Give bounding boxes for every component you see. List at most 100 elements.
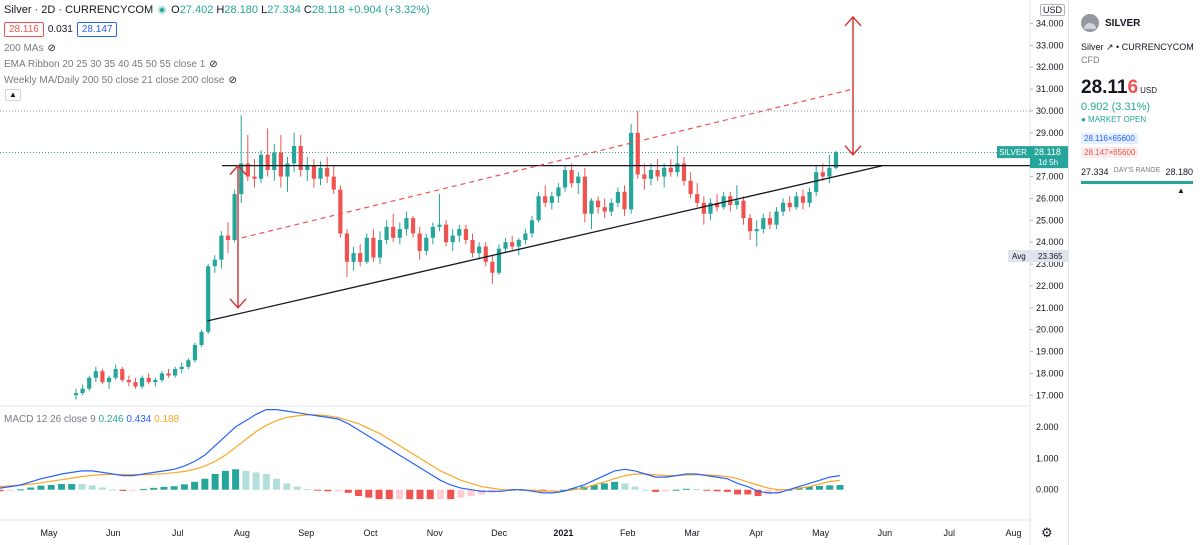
indicator-weekly-ma[interactable]: Weekly MA/Daily 200 50 close 21 close 20… (4, 75, 237, 86)
panel-bid[interactable]: 28.116×65600 (1081, 133, 1138, 144)
candle-body (225, 235, 231, 240)
macd-line (0, 409, 841, 494)
candle-body (186, 360, 191, 367)
candle-body (655, 170, 660, 177)
chart-area[interactable]: 34.00033.00032.00031.00030.00029.00028.0… (0, 0, 1068, 545)
candle-body (668, 167, 673, 173)
candle-body (404, 218, 409, 230)
hidden-eye-icon[interactable]: ⊘ (47, 43, 56, 54)
macd-histogram-bar (631, 486, 639, 490)
price-chart[interactable]: 34.00033.00032.00031.00030.00029.00028.0… (0, 0, 1068, 545)
measured-move-arrow-right-head-bottom (844, 145, 862, 156)
candle-body (747, 218, 753, 232)
spread-value: 0.031 (47, 24, 73, 35)
days-range-bar (1081, 181, 1193, 184)
candle-body (192, 344, 198, 361)
candle-body (483, 246, 488, 262)
price-tick-label: 26.000 (1036, 193, 1064, 203)
hidden-eye-icon[interactable]: ⊘ (228, 75, 237, 86)
avg-tag-value: 23.365 (1038, 252, 1063, 261)
candle-body (437, 224, 442, 227)
buy-price-button[interactable]: 28.147 (76, 22, 118, 37)
candle-body (443, 224, 449, 243)
macd-histogram-bar (68, 484, 76, 490)
chevron-up-icon[interactable]: ▲ (5, 89, 21, 101)
bid-ask-row: 28.116 0.031 28.147 (4, 22, 118, 37)
candle-body (767, 218, 773, 225)
candle-body (159, 373, 165, 380)
candle-body (510, 242, 515, 247)
macd-tick-label: 0.000 (1036, 485, 1059, 495)
candle-body (741, 200, 746, 219)
candle-body (807, 191, 812, 203)
candle-body (701, 202, 706, 214)
candle-body (457, 229, 462, 236)
time-axis-label: Nov (427, 528, 444, 538)
candle-body (199, 331, 204, 345)
price-tick-label: 29.000 (1036, 128, 1064, 138)
candle-body (714, 202, 720, 208)
macd-histogram-bar (662, 489, 670, 492)
macd-histogram-bar (447, 489, 455, 500)
candle-body (781, 202, 786, 212)
candle-body (562, 170, 568, 188)
price-tick-label: 22.000 (1036, 281, 1064, 291)
price-tick-label: 17.000 (1036, 390, 1064, 400)
time-axis-label: Mar (684, 528, 700, 538)
candle-body (113, 369, 118, 378)
macd-histogram-bar (621, 483, 629, 490)
range-marker-icon: ▲ (1177, 186, 1185, 195)
candle-body (272, 152, 277, 171)
candle-body (549, 196, 554, 203)
time-axis-label: Aug (1005, 528, 1021, 538)
panel-symbol-name: SILVER (1105, 17, 1141, 29)
macd-histogram-bar (221, 470, 229, 490)
panel-last-price: 28.116 USD (1081, 77, 1157, 98)
macd-histogram-bar (693, 489, 701, 491)
time-axis-label: Jul (943, 528, 955, 538)
currency-toggle[interactable]: USD (1040, 4, 1066, 16)
panel-symbol-link[interactable]: Silver ↗ • CURRENCYCOM (1081, 42, 1194, 52)
time-axis-label: Aug (234, 528, 250, 538)
candle-body (252, 176, 257, 179)
candle-body (708, 202, 713, 214)
candle-body (675, 163, 680, 173)
macd-histogram-bar (47, 485, 55, 490)
macd-histogram-bar (600, 483, 608, 490)
macd-histogram-bar (682, 488, 690, 490)
candle-body (622, 191, 627, 210)
macd-histogram-bar (396, 489, 404, 500)
macd-histogram-bar (344, 489, 352, 493)
candle-body (344, 233, 350, 262)
candle-body (358, 253, 363, 262)
macd-histogram-bar (744, 489, 752, 495)
time-axis-label: Feb (620, 528, 636, 538)
price-tick-label: 24.000 (1036, 237, 1064, 247)
price-tick-label: 32.000 (1036, 62, 1064, 72)
candle-body (681, 163, 687, 181)
hidden-eye-icon[interactable]: ⊘ (209, 59, 218, 70)
candle-body (576, 176, 581, 184)
candle-body (635, 132, 640, 175)
macd-histogram-bar (98, 487, 106, 490)
macd-histogram-bar (836, 485, 844, 490)
macd-histogram-bar (406, 489, 414, 500)
indicator-ema-ribbon[interactable]: EMA Ribbon 20 25 30 35 40 45 50 55 close… (4, 59, 218, 70)
macd-histogram-bar (754, 489, 762, 496)
macd-histogram-bar (303, 489, 311, 491)
candle-body (496, 248, 502, 273)
candle-body (126, 379, 131, 383)
gear-icon[interactable]: ⚙ (1041, 525, 1053, 540)
indicator-200mas[interactable]: 200 MAs ⊘ (4, 43, 56, 54)
candle-body (133, 382, 138, 387)
candle-body (265, 154, 270, 171)
candle-body (609, 202, 614, 212)
macd-histogram-bar (365, 489, 373, 498)
panel-ask[interactable]: 28.147×65600 (1081, 147, 1139, 158)
macd-histogram-bar (672, 489, 680, 491)
candle-body (120, 369, 125, 380)
days-range: 27.334 DAY'S RANGE 28.180 (1081, 167, 1193, 177)
sell-price-button[interactable]: 28.116 (4, 22, 44, 37)
candle-body (305, 165, 310, 171)
candle-body (662, 167, 667, 177)
